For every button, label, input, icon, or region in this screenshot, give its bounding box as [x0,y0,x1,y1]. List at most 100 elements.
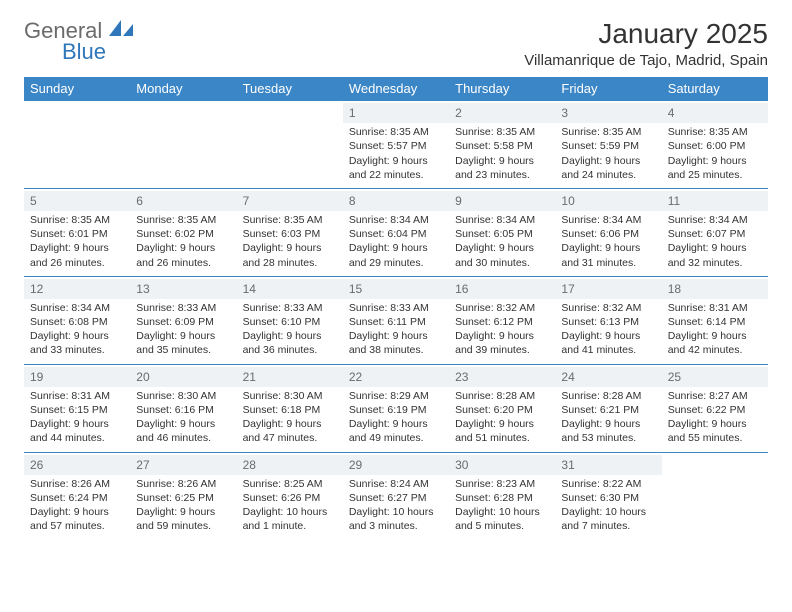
sunset-line: Sunset: 6:04 PM [349,227,443,241]
day-number: 20 [130,367,236,387]
daylight-line-1: Daylight: 9 hours [455,329,549,343]
day-cell: 5Sunrise: 8:35 AMSunset: 6:01 PMDaylight… [24,188,130,276]
empty-cell [237,101,343,189]
daylight-line-1: Daylight: 9 hours [668,154,762,168]
day-number: 1 [343,103,449,123]
location: Villamanrique de Tajo, Madrid, Spain [524,52,768,69]
sunset-line: Sunset: 6:14 PM [668,315,762,329]
day-number: 12 [24,279,130,299]
daylight-line-2: and 49 minutes. [349,431,443,445]
daylight-line-1: Daylight: 10 hours [349,505,443,519]
day-cell: 1Sunrise: 8:35 AMSunset: 5:57 PMDaylight… [343,101,449,189]
daylight-line-1: Daylight: 9 hours [455,241,549,255]
daylight-line-2: and 42 minutes. [668,343,762,357]
week-row: 26Sunrise: 8:26 AMSunset: 6:24 PMDayligh… [24,452,768,539]
daylight-line-2: and 30 minutes. [455,256,549,270]
day-header: Friday [555,77,661,101]
empty-cell [24,101,130,189]
day-number: 7 [237,191,343,211]
sunrise-line: Sunrise: 8:33 AM [136,301,230,315]
day-header: Tuesday [237,77,343,101]
day-cell: 31Sunrise: 8:22 AMSunset: 6:30 PMDayligh… [555,452,661,539]
daylight-line-2: and 36 minutes. [243,343,337,357]
daylight-line-1: Daylight: 10 hours [243,505,337,519]
day-cell: 19Sunrise: 8:31 AMSunset: 6:15 PMDayligh… [24,364,130,452]
daylight-line-2: and 23 minutes. [455,168,549,182]
daylight-line-2: and 46 minutes. [136,431,230,445]
day-cell: 24Sunrise: 8:28 AMSunset: 6:21 PMDayligh… [555,364,661,452]
logo: General Blue [24,18,135,63]
daylight-line-2: and 22 minutes. [349,168,443,182]
day-header: Monday [130,77,236,101]
day-number: 17 [555,279,661,299]
sunrise-line: Sunrise: 8:35 AM [455,125,549,139]
day-number: 26 [24,455,130,475]
day-cell: 14Sunrise: 8:33 AMSunset: 6:10 PMDayligh… [237,276,343,364]
day-number: 27 [130,455,236,475]
day-header: Saturday [662,77,768,101]
day-cell: 25Sunrise: 8:27 AMSunset: 6:22 PMDayligh… [662,364,768,452]
daylight-line-2: and 39 minutes. [455,343,549,357]
daylight-line-1: Daylight: 9 hours [30,329,124,343]
day-cell: 3Sunrise: 8:35 AMSunset: 5:59 PMDaylight… [555,101,661,189]
sunset-line: Sunset: 6:16 PM [136,403,230,417]
sunrise-line: Sunrise: 8:31 AM [668,301,762,315]
sunset-line: Sunset: 5:58 PM [455,139,549,153]
daylight-line-1: Daylight: 9 hours [349,329,443,343]
day-number: 22 [343,367,449,387]
daylight-line-2: and 25 minutes. [668,168,762,182]
day-cell: 13Sunrise: 8:33 AMSunset: 6:09 PMDayligh… [130,276,236,364]
day-header: Wednesday [343,77,449,101]
calendar-page: General Blue January 2025 Villamanrique … [0,0,792,557]
sail-icon [107,18,135,38]
daylight-line-2: and 24 minutes. [561,168,655,182]
day-cell: 12Sunrise: 8:34 AMSunset: 6:08 PMDayligh… [24,276,130,364]
day-number: 28 [237,455,343,475]
sunrise-line: Sunrise: 8:30 AM [136,389,230,403]
sunrise-line: Sunrise: 8:34 AM [455,213,549,227]
day-cell: 10Sunrise: 8:34 AMSunset: 6:06 PMDayligh… [555,188,661,276]
day-cell: 21Sunrise: 8:30 AMSunset: 6:18 PMDayligh… [237,364,343,452]
empty-cell [662,452,768,539]
sunrise-line: Sunrise: 8:34 AM [668,213,762,227]
daylight-line-1: Daylight: 10 hours [455,505,549,519]
sunset-line: Sunset: 6:19 PM [349,403,443,417]
day-number: 25 [662,367,768,387]
sunrise-line: Sunrise: 8:32 AM [455,301,549,315]
sunrise-line: Sunrise: 8:26 AM [30,477,124,491]
sunset-line: Sunset: 6:01 PM [30,227,124,241]
day-number: 29 [343,455,449,475]
day-cell: 22Sunrise: 8:29 AMSunset: 6:19 PMDayligh… [343,364,449,452]
empty-cell [130,101,236,189]
day-number: 16 [449,279,555,299]
sunrise-line: Sunrise: 8:28 AM [561,389,655,403]
day-number: 2 [449,103,555,123]
daylight-line-1: Daylight: 9 hours [561,329,655,343]
sunrise-line: Sunrise: 8:28 AM [455,389,549,403]
sunrise-line: Sunrise: 8:23 AM [455,477,549,491]
day-number: 23 [449,367,555,387]
day-number: 15 [343,279,449,299]
day-cell: 18Sunrise: 8:31 AMSunset: 6:14 PMDayligh… [662,276,768,364]
sunrise-line: Sunrise: 8:29 AM [349,389,443,403]
daylight-line-2: and 5 minutes. [455,519,549,533]
sunrise-line: Sunrise: 8:34 AM [30,301,124,315]
day-number: 19 [24,367,130,387]
day-number: 14 [237,279,343,299]
sunrise-line: Sunrise: 8:35 AM [349,125,443,139]
sunset-line: Sunset: 5:59 PM [561,139,655,153]
day-number: 8 [343,191,449,211]
daylight-line-1: Daylight: 9 hours [561,241,655,255]
title-block: January 2025 Villamanrique de Tajo, Madr… [524,18,768,69]
sunset-line: Sunset: 6:03 PM [243,227,337,241]
sunset-line: Sunset: 6:09 PM [136,315,230,329]
sunrise-line: Sunrise: 8:35 AM [136,213,230,227]
sunrise-line: Sunrise: 8:35 AM [668,125,762,139]
daylight-line-2: and 57 minutes. [30,519,124,533]
day-number: 3 [555,103,661,123]
daylight-line-1: Daylight: 9 hours [455,154,549,168]
sunset-line: Sunset: 6:06 PM [561,227,655,241]
daylight-line-2: and 28 minutes. [243,256,337,270]
day-number: 6 [130,191,236,211]
daylight-line-2: and 26 minutes. [30,256,124,270]
